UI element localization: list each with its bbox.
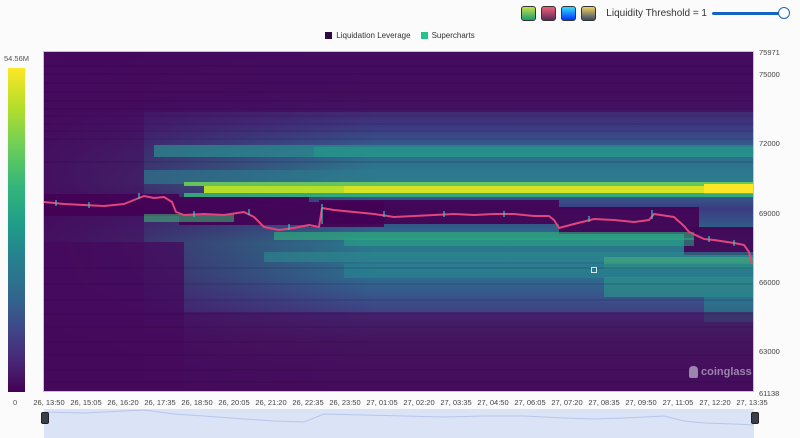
y-tick-label: 66000: [759, 278, 780, 287]
x-tick-label: 27, 08:35: [588, 398, 620, 407]
x-tick-label: 27, 11:05: [662, 398, 694, 407]
x-tick-label: 27, 01:05: [366, 398, 398, 407]
y-tick-label: 72000: [759, 139, 780, 148]
heatmap-svg: [44, 52, 753, 391]
x-tick-label: 27, 07:20: [551, 398, 583, 407]
cursor-marker: [591, 267, 597, 273]
x-tick-label: 27, 06:05: [514, 398, 546, 407]
x-tick-label: 26, 23:50: [329, 398, 361, 407]
x-tick-label: 27, 12:20: [699, 398, 731, 407]
x-tick-label: 27, 02:20: [403, 398, 435, 407]
legend-item-liquidation-leverage[interactable]: Liquidation Leverage: [325, 31, 411, 40]
slider-knob[interactable]: [778, 7, 790, 19]
y-tick-label: 75000: [759, 70, 780, 79]
color-scheme-magma-button[interactable]: [541, 5, 557, 21]
x-tick-label: 26, 13:50: [33, 398, 65, 407]
legend-label: Supercharts: [431, 31, 475, 40]
legend-swatch: [325, 32, 333, 39]
heatmap-plot-area[interactable]: [43, 51, 754, 392]
navigator-series: [44, 409, 754, 426]
range-navigator[interactable]: [44, 409, 754, 438]
y-tick-label: 61138: [759, 389, 780, 398]
legend-label: Liquidation Leverage: [336, 31, 411, 40]
colorbar-max-label: 54.56M: [4, 54, 30, 63]
x-tick-label: 26, 22:35: [292, 398, 324, 407]
x-tick-label: 26, 17:35: [144, 398, 176, 407]
x-tick-label: 26, 18:50: [181, 398, 213, 407]
x-tick-label: 26, 15:05: [70, 398, 102, 407]
liquidity-threshold-label: Liquidity Threshold = 1: [606, 7, 707, 19]
slider-track[interactable]: [712, 12, 784, 15]
x-tick-label: 26, 21:20: [255, 398, 287, 407]
color-scheme-viridis-button[interactable]: [521, 5, 537, 21]
x-tick-label: 26, 20:05: [218, 398, 250, 407]
color-scheme-blue-button[interactable]: [561, 5, 577, 21]
toolbar: Liquidity Threshold = 1: [521, 0, 800, 26]
legend-swatch: [420, 32, 428, 39]
coinglass-watermark: coinglass: [689, 366, 752, 378]
watermark-text: coinglass: [701, 366, 752, 378]
x-tick-label: 26, 16:20: [107, 398, 139, 407]
navigator-right-handle[interactable]: [751, 412, 759, 424]
x-tick-label: 27, 03:35: [440, 398, 472, 407]
colorbar: [8, 68, 25, 392]
y-tick-label: 69000: [759, 209, 780, 218]
coinglass-logo-icon: [689, 366, 698, 378]
y-tick-label: 63000: [759, 347, 780, 356]
x-tick-label: 27, 04:50: [477, 398, 509, 407]
legend-item-supercharts[interactable]: Supercharts: [420, 31, 475, 40]
x-tick-label: 27, 09:50: [625, 398, 657, 407]
navigator-left-handle[interactable]: [41, 412, 49, 424]
x-tick-label: 27, 13:35: [736, 398, 768, 407]
color-scheme-cividis-button[interactable]: [581, 5, 597, 21]
chart-legend: Liquidation Leverage Supercharts: [0, 31, 800, 40]
colorbar-min-label: 0: [13, 398, 18, 407]
liquidity-threshold-slider[interactable]: [712, 7, 790, 19]
y-tick-label: 75971: [759, 48, 780, 57]
